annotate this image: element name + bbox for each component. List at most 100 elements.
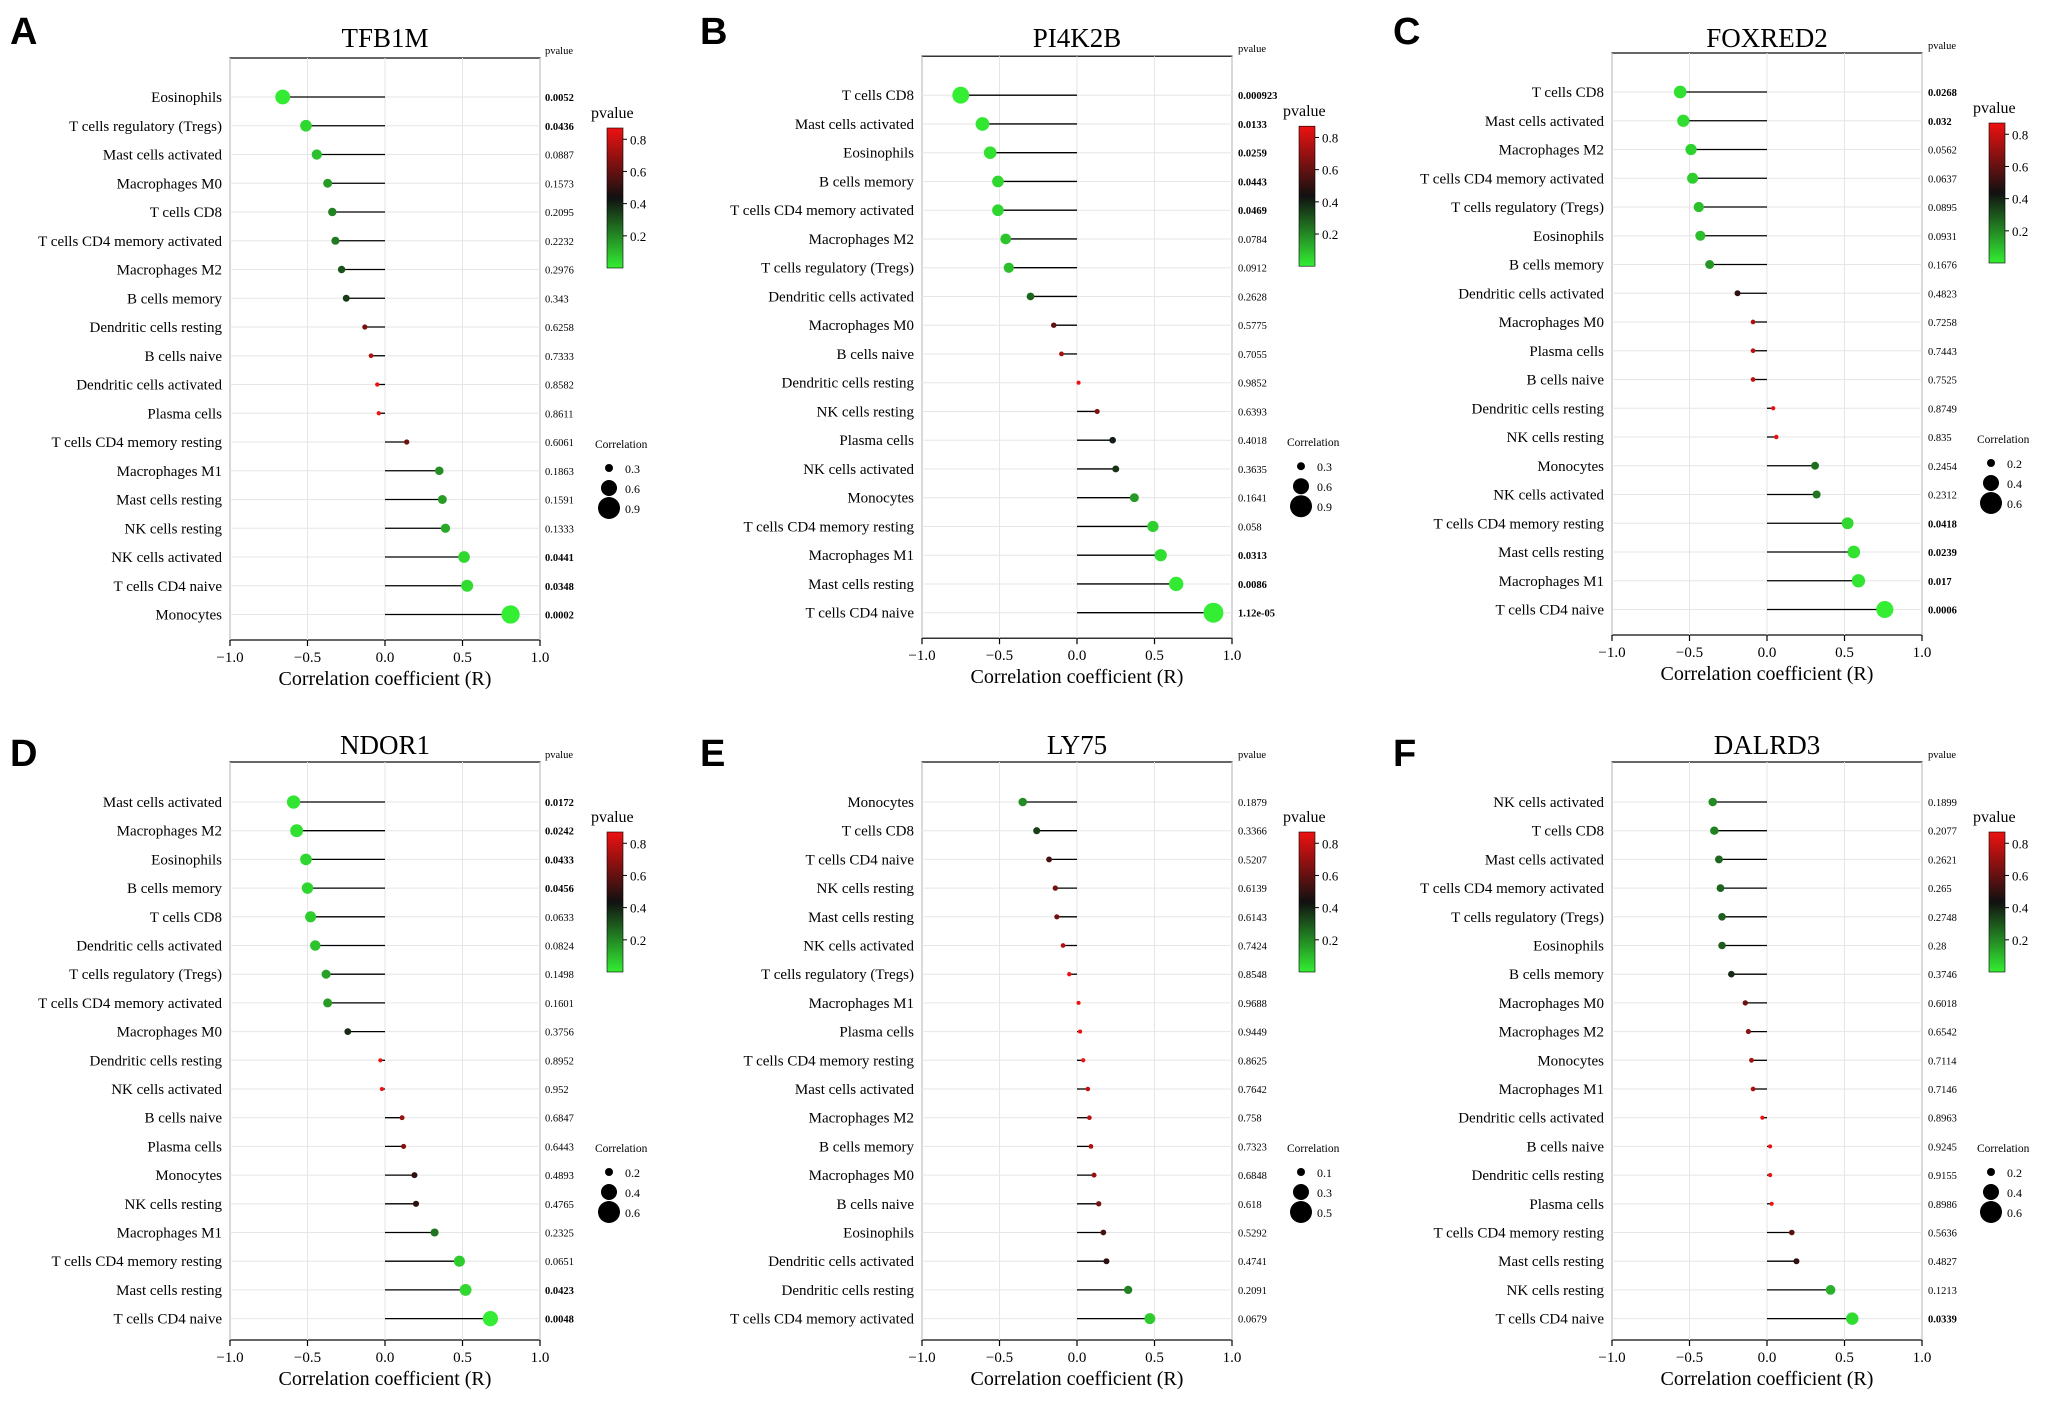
cell-type-label: T cells CD8 <box>842 88 914 104</box>
lollipop-point <box>461 579 474 592</box>
size-legend-title: Correlation <box>1977 1143 2030 1155</box>
pvalue-label: 0.1899 <box>1928 798 1957 809</box>
pvalue-label: 0.2095 <box>545 208 574 219</box>
size-legend-title: Correlation <box>595 1143 648 1155</box>
panel-title: LY75 <box>1047 730 1107 760</box>
colorbar <box>606 127 624 269</box>
cell-type-label: Macrophages M1 <box>117 464 222 480</box>
pvalue-label: 0.6139 <box>1238 884 1267 895</box>
cell-type-label: Mast cells resting <box>808 577 914 593</box>
pvalue-label: 0.017 <box>1928 577 1952 588</box>
lollipop-point <box>344 1028 352 1035</box>
panel-title: TFB1M <box>341 23 428 53</box>
x-axis-label: Correlation coefficient (R) <box>279 1368 492 1390</box>
cell-type-label: Monocytes <box>847 491 914 507</box>
lollipop-point <box>975 117 990 131</box>
pvalue-label: 0.0239 <box>1928 548 1957 559</box>
lollipop-point <box>1168 576 1184 592</box>
pvalue-label: 0.8582 <box>545 381 574 392</box>
lollipop-point <box>1100 1229 1107 1236</box>
pvalue-label: 0.8749 <box>1928 404 1957 415</box>
cell-type-label: NK cells resting <box>1507 430 1605 446</box>
pvalue-label: 0.0172 <box>545 798 574 809</box>
x-tick-label: −1.0 <box>908 648 935 664</box>
x-tick-label: −1.0 <box>1598 1350 1625 1366</box>
lollipop-point <box>375 382 380 387</box>
pvalue-label: 0.5636 <box>1928 1229 1957 1240</box>
size-legend-dot <box>1293 1184 1309 1200</box>
lollipop-point <box>1078 1029 1083 1034</box>
pvalue-label: 0.0436 <box>545 122 574 133</box>
pvalue-label: 0.058 <box>1238 522 1262 533</box>
lollipop-point <box>952 86 970 104</box>
cell-type-label: Dendritic cells activated <box>768 1254 914 1270</box>
cell-type-label: T cells regulatory (Tregs) <box>69 967 222 983</box>
pvalue-label: 0.8963 <box>1928 1114 1957 1125</box>
pvalue-label: 0.0887 <box>545 151 574 162</box>
pvalue-label: 0.1498 <box>545 970 574 981</box>
pvalue-label: 0.0052 <box>545 93 574 104</box>
size-legend-dot <box>1987 1168 1995 1176</box>
pvalue-column-header: pvalue <box>545 750 573 761</box>
cell-type-label: Dendritic cells activated <box>1458 1111 1604 1127</box>
lollipop-point <box>286 795 301 809</box>
pvalue-label: 0.0259 <box>1238 149 1267 160</box>
lollipop-point <box>290 824 304 838</box>
colorbar-title: pvalue <box>591 809 634 826</box>
lollipop-point <box>1085 1086 1091 1092</box>
pvalue-label: 0.0562 <box>1928 146 1957 157</box>
cell-type-label: B cells memory <box>819 1139 914 1155</box>
lollipop-point <box>1876 600 1894 619</box>
size-legend-dot <box>1297 462 1305 471</box>
pvalue-label: 0.6018 <box>1928 999 1957 1010</box>
cell-type-label: Macrophages M1 <box>117 1226 222 1242</box>
colorbar-title: pvalue <box>1283 809 1326 826</box>
lollipop-point <box>331 236 340 245</box>
cell-type-label: NK cells resting <box>125 521 223 537</box>
cell-type-label: Eosinophils <box>843 1226 914 1242</box>
pvalue-label: 0.1863 <box>545 467 574 478</box>
size-legend-title: Correlation <box>595 439 648 451</box>
colorbar-tick-label: 0.8 <box>630 132 646 147</box>
pvalue-label: 0.952 <box>545 1085 569 1096</box>
pvalue-label: 0.6443 <box>545 1142 574 1153</box>
pvalue-label: 0.032 <box>1928 117 1952 128</box>
cell-type-label: Eosinophils <box>151 90 222 106</box>
lollipop-point <box>1750 377 1756 382</box>
pvalue-label: 0.0931 <box>1928 232 1957 243</box>
panel-letter: D <box>10 733 37 775</box>
pvalue-label: 0.4827 <box>1928 1257 1957 1268</box>
cell-type-label: T cells regulatory (Tregs) <box>761 261 914 277</box>
pvalue-label: 0.000923 <box>1238 91 1277 102</box>
cell-type-label: T cells CD4 naive <box>114 579 223 595</box>
panel-a: A TFB1M pvalue Eosinophils 0.0052 T cells reg… <box>10 11 648 690</box>
lollipop-point <box>1847 545 1861 559</box>
x-tick-label: 1.0 <box>1223 1350 1242 1366</box>
lollipop-point <box>310 940 321 951</box>
cell-type-label: Macrophages M1 <box>809 996 914 1012</box>
size-legend-label: 0.3 <box>1317 1186 1332 1200</box>
x-tick-label: −0.5 <box>986 648 1013 664</box>
cell-type-label: B cells memory <box>1509 258 1604 274</box>
cell-type-label: NK cells activated <box>111 550 222 566</box>
pvalue-label: 0.7114 <box>1928 1056 1957 1067</box>
lollipop-point <box>300 119 312 132</box>
pvalue-label: 0.8952 <box>545 1056 574 1067</box>
cell-type-label: B cells naive <box>145 1111 223 1127</box>
pvalue-label: 0.7424 <box>1238 942 1268 953</box>
cell-type-label: T cells CD4 memory resting <box>51 435 222 451</box>
cell-type-label: Macrophages M0 <box>1499 315 1604 331</box>
pvalue-label: 0.9245 <box>1928 1142 1957 1153</box>
cell-type-label: B cells naive <box>1527 1139 1605 1155</box>
panel-b: B PI4K2B pvalue T cells CD8 0.000923 Mast cel… <box>700 11 1340 688</box>
x-tick-label: 0.0 <box>376 1350 395 1366</box>
pvalue-label: 0.1213 <box>1928 1286 1957 1297</box>
size-legend-label: 0.2 <box>2007 1166 2022 1180</box>
size-legend-label: 0.6 <box>2007 497 2022 511</box>
x-tick-label: 0.5 <box>1835 1350 1854 1366</box>
x-tick-label: 0.5 <box>453 650 472 666</box>
lollipop-point <box>1695 230 1706 241</box>
pvalue-label: 0.7258 <box>1928 318 1957 329</box>
